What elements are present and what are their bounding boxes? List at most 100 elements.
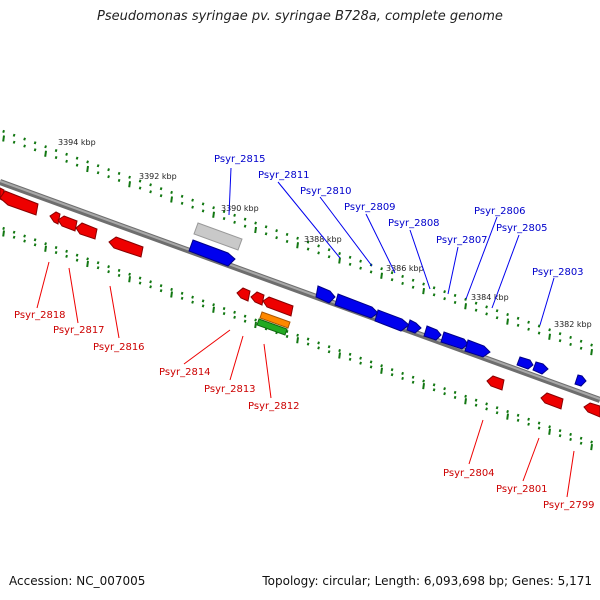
gene-label[interactable]: Psyr_2809 [344, 202, 396, 213]
gene-arrow-psyr-2803b[interactable] [532, 361, 549, 375]
gene-arrow-psyr-2817a[interactable] [49, 211, 61, 225]
gene-label[interactable]: Psyr_2804 [443, 468, 495, 479]
tick-mark [212, 306, 215, 313]
gene-arrow-psyr-2808[interactable] [406, 319, 422, 334]
tick-mark [590, 443, 593, 451]
tick-mark [422, 282, 425, 286]
gene-arrow-psyr-2817b[interactable] [57, 215, 78, 232]
gene-label[interactable]: Psyr_2814 [159, 367, 211, 378]
tick-mark [107, 168, 110, 172]
tick-mark [380, 267, 383, 271]
tick-mark [222, 311, 226, 316]
tick-mark [432, 293, 436, 297]
genome-stats-text: Topology: circular; Length: 6,093,698 bp… [262, 574, 592, 588]
gene-arrow-psyr-2810[interactable] [334, 293, 379, 319]
tick-mark [579, 339, 583, 343]
tick-mark [411, 375, 415, 379]
gene-label[interactable]: Psyr_2816 [93, 342, 145, 353]
gene-label[interactable]: Psyr_2808 [388, 218, 440, 229]
gene-arrow-psyr-2801[interactable] [540, 392, 564, 410]
gene-arrow-psyr-2805[interactable] [464, 339, 491, 358]
tick-mark [485, 305, 488, 309]
tick-mark [432, 388, 436, 392]
gene-arrow-psyr-2818[interactable] [0, 190, 39, 216]
tick-mark [285, 329, 289, 334]
tick-mark [212, 303, 215, 307]
tick-mark [149, 183, 152, 187]
gene-arrow-psyr-2811[interactable] [315, 285, 336, 304]
tick-mark [485, 402, 488, 406]
gene-label[interactable]: Psyr_2806 [474, 206, 526, 217]
tick-mark [96, 266, 100, 270]
gene-label[interactable]: Psyr_2813 [204, 384, 256, 395]
tick-mark [285, 239, 289, 244]
tick-mark [432, 383, 436, 387]
gene-label[interactable]: Psyr_2812 [248, 401, 300, 412]
reverse-gene-track [0, 187, 600, 418]
tick-mark [306, 337, 310, 341]
gene-label[interactable]: Psyr_2805 [496, 223, 548, 234]
tick-mark [54, 250, 58, 255]
tick-mark [233, 315, 236, 319]
gene-label[interactable]: Psyr_2799 [543, 500, 595, 511]
tick-mark [443, 297, 446, 301]
tick-mark [159, 289, 163, 293]
tick-mark [443, 290, 446, 294]
tick-mark [128, 175, 131, 179]
tick-mark [33, 243, 37, 247]
tick-mark [296, 333, 299, 337]
tick-mark [65, 254, 68, 258]
tick-mark [558, 332, 562, 336]
tick-mark [33, 148, 37, 152]
tick-mark [569, 342, 572, 347]
gene-arrow-psyr-2802[interactable] [574, 374, 587, 387]
gene-arrow-psyr-2817c[interactable] [75, 222, 98, 240]
tick-mark [327, 248, 331, 252]
gene-arrow-psyr-2812[interactable] [262, 296, 294, 317]
tick-mark [548, 428, 551, 435]
tick-mark [159, 187, 163, 191]
tick-mark [401, 376, 404, 381]
tick-mark [107, 270, 110, 274]
gene-arrow-psyr-2806[interactable] [440, 331, 469, 350]
gene-arrow-psyr-2815-selected[interactable] [193, 222, 243, 251]
tick-mark [222, 306, 226, 311]
tick-mark [212, 206, 215, 210]
gene-arrow-psyr-2804[interactable] [486, 375, 505, 391]
gene-label[interactable]: Psyr_2803 [532, 267, 584, 278]
tick-mark [107, 175, 110, 179]
gene-arrow-psyr-2809[interactable] [374, 309, 410, 332]
gene-arrow-orange[interactable] [259, 311, 291, 329]
tick-mark [453, 395, 457, 400]
tick-mark [275, 236, 278, 240]
gene-arrow-psyr-2803a[interactable] [516, 356, 534, 370]
accession-text: Accession: NC_007005 [9, 574, 146, 588]
gene-arrow-psyr-2816[interactable] [108, 236, 144, 258]
tick-mark [390, 278, 394, 282]
tick-mark [338, 251, 341, 256]
tick-mark [516, 413, 520, 417]
tick-mark [264, 232, 268, 236]
gene-arrow-psyr-2799[interactable] [583, 402, 600, 418]
gene-arrow-psyr-2807[interactable] [423, 325, 442, 341]
gene-label[interactable]: Psyr_2810 [300, 186, 352, 197]
tick-mark [159, 284, 163, 288]
gene-arrow-psyr-2815[interactable] [188, 239, 236, 267]
gene-label[interactable]: Psyr_2811 [258, 170, 310, 181]
tick-mark [411, 285, 415, 289]
gene-label[interactable]: Psyr_2817 [53, 325, 105, 336]
gene-label[interactable]: Psyr_2818 [14, 310, 66, 321]
gene-label[interactable]: Psyr_2815 [214, 154, 266, 165]
gene-arrow-green[interactable] [256, 318, 288, 336]
gene-label[interactable]: Psyr_2807 [436, 235, 488, 246]
tick-mark [453, 293, 457, 298]
tick-mark [327, 255, 331, 259]
tick-mark [180, 201, 184, 205]
tick-mark [23, 137, 26, 141]
gene-arrow-psyr-2813[interactable] [250, 291, 265, 306]
gene-arrow-psyr-2814[interactable] [236, 287, 251, 302]
tick-mark [401, 274, 404, 279]
tick-mark [44, 150, 47, 157]
tick-mark [33, 141, 37, 145]
gene-label[interactable]: Psyr_2801 [496, 484, 548, 495]
